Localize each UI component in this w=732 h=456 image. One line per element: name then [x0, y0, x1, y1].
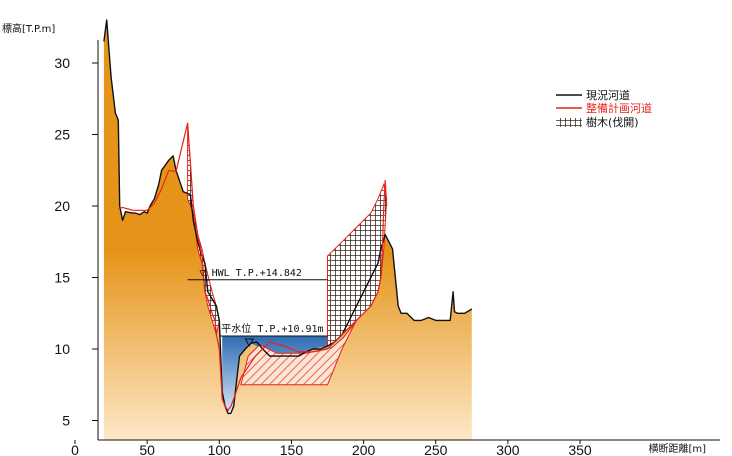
terrain-area: [103, 20, 472, 440]
water-level-label-1: ▽ HWL T.P.+14.842: [200, 268, 302, 279]
axes: 0 50 100 150 200 250 300 350 5 10 15 20 25 30 標高[T.P…: [2, 22, 720, 456]
x-tick-label: 50: [139, 442, 155, 456]
legend-label-planned: 整備計画河道: [586, 101, 652, 115]
x-tick-label: 250: [424, 442, 448, 456]
x-tick-label: 0: [71, 442, 79, 456]
legend-swatch-trees: [556, 118, 582, 127]
water-level-label-2: 平水位 T.P.+10.91m: [221, 322, 323, 335]
y-tick-label: 10: [54, 341, 70, 357]
x-tick-label: 100: [208, 442, 232, 456]
excavation-area: [240, 320, 357, 386]
y-tick-label: 20: [54, 198, 70, 214]
y-axis-label: 標高[T.P.m]: [2, 22, 55, 35]
y-tick-label: 25: [54, 127, 70, 143]
x-tick-label: 200: [352, 442, 376, 456]
water-area: [222, 336, 328, 414]
y-tick-label: 30: [54, 55, 70, 71]
series-planned-channel: [118, 122, 388, 412]
legend-label-existing: 現況河道: [586, 88, 630, 102]
x-tick-label: 350: [568, 442, 592, 456]
legend: 現況河道 整備計画河道 樹木(伐開): [556, 88, 652, 129]
x-tick-label: 300: [496, 442, 520, 456]
water-level-marker: [244, 338, 255, 347]
series-existing-channel: [103, 19, 473, 415]
x-axis-label: 横断距離[m]: [648, 442, 706, 455]
x-tick-label: 150: [280, 442, 304, 456]
y-tick-label: 15: [54, 270, 70, 286]
y-tick-label: 5: [62, 413, 70, 429]
legend-label-trees: 樹木(伐開): [586, 116, 639, 129]
